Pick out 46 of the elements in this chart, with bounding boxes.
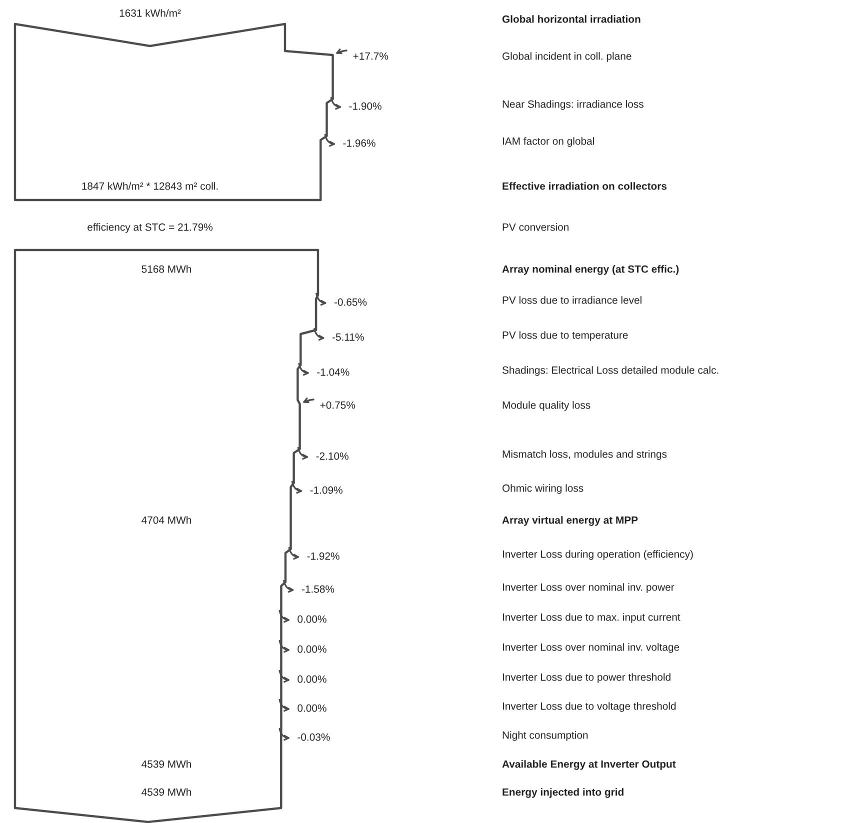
- data-label: 0.00%: [298, 645, 326, 653]
- data-label: -1.09%: [310, 486, 342, 494]
- data-label: 0.00%: [298, 704, 326, 712]
- category-label: Inverter Loss due to max. input current: [502, 613, 680, 623]
- data-label: 1847 kWh/m² * 12843 m² coll.: [82, 182, 218, 190]
- data-label: 5168 MWh: [142, 265, 192, 273]
- data-label: 4704 MWh: [142, 516, 192, 524]
- category-label: Inverter Loss over nominal inv. voltage: [502, 643, 680, 653]
- category-label: Global incident in coll. plane: [502, 52, 632, 62]
- category-label: Night consumption: [502, 731, 588, 741]
- category-label: Inverter Loss over nominal inv. power: [502, 583, 674, 593]
- data-label: 1631 kWh/m²: [120, 9, 181, 17]
- data-label: 4539 MWh: [142, 788, 192, 796]
- category-label: Inverter Loss due to power threshold: [502, 673, 670, 683]
- category-label: Available Energy at Inverter Output: [502, 760, 676, 770]
- data-label: -1.96%: [343, 139, 376, 147]
- data-label: -1.92%: [307, 552, 340, 560]
- category-label: PV conversion: [502, 223, 568, 231]
- category-label: PV loss due to temperature: [502, 331, 628, 341]
- category-label: Inverter Loss during operation (efficiency): [502, 550, 693, 560]
- category-label: Energy injected into grid: [502, 788, 624, 798]
- category-label: Effective irradiation on collectors: [502, 182, 667, 190]
- category-label: Array nominal energy (at STC effic.): [502, 265, 679, 275]
- category-label: Shadings: Electrical Loss detailed module calc.: [502, 366, 718, 376]
- data-label: -1.90%: [349, 102, 382, 110]
- data-label: 4539 MWh: [142, 760, 192, 768]
- data-label: 0.00%: [298, 615, 326, 623]
- data-label: -5.11%: [332, 333, 364, 341]
- category-label: Module quality loss: [502, 401, 590, 411]
- data-label: -0.65%: [334, 298, 367, 306]
- category-label: Array virtual energy at MPP: [502, 516, 638, 526]
- data-label: -2.10%: [316, 452, 348, 460]
- data-label: +0.75%: [320, 401, 356, 409]
- category-label: Mismatch loss, modules and strings: [502, 450, 667, 460]
- category-label: PV loss due to irradiance level: [502, 296, 642, 304]
- data-label: -1.58%: [302, 585, 334, 593]
- data-label: +17.7%: [353, 52, 388, 60]
- data-label: efficiency at STC = 21.79%: [88, 223, 213, 233]
- category-label: Inverter Loss due to voltage threshold: [502, 702, 676, 712]
- category-label: Ohmic wiring loss: [502, 484, 584, 494]
- data-label: 0.00%: [298, 675, 326, 683]
- category-label: Near Shadings: irradiance loss: [502, 100, 644, 110]
- data-label: -0.03%: [298, 733, 330, 741]
- data-label: -1.04%: [317, 368, 350, 376]
- category-label: IAM factor on global: [502, 137, 594, 147]
- category-label: Global horizontal irradiation: [502, 15, 640, 23]
